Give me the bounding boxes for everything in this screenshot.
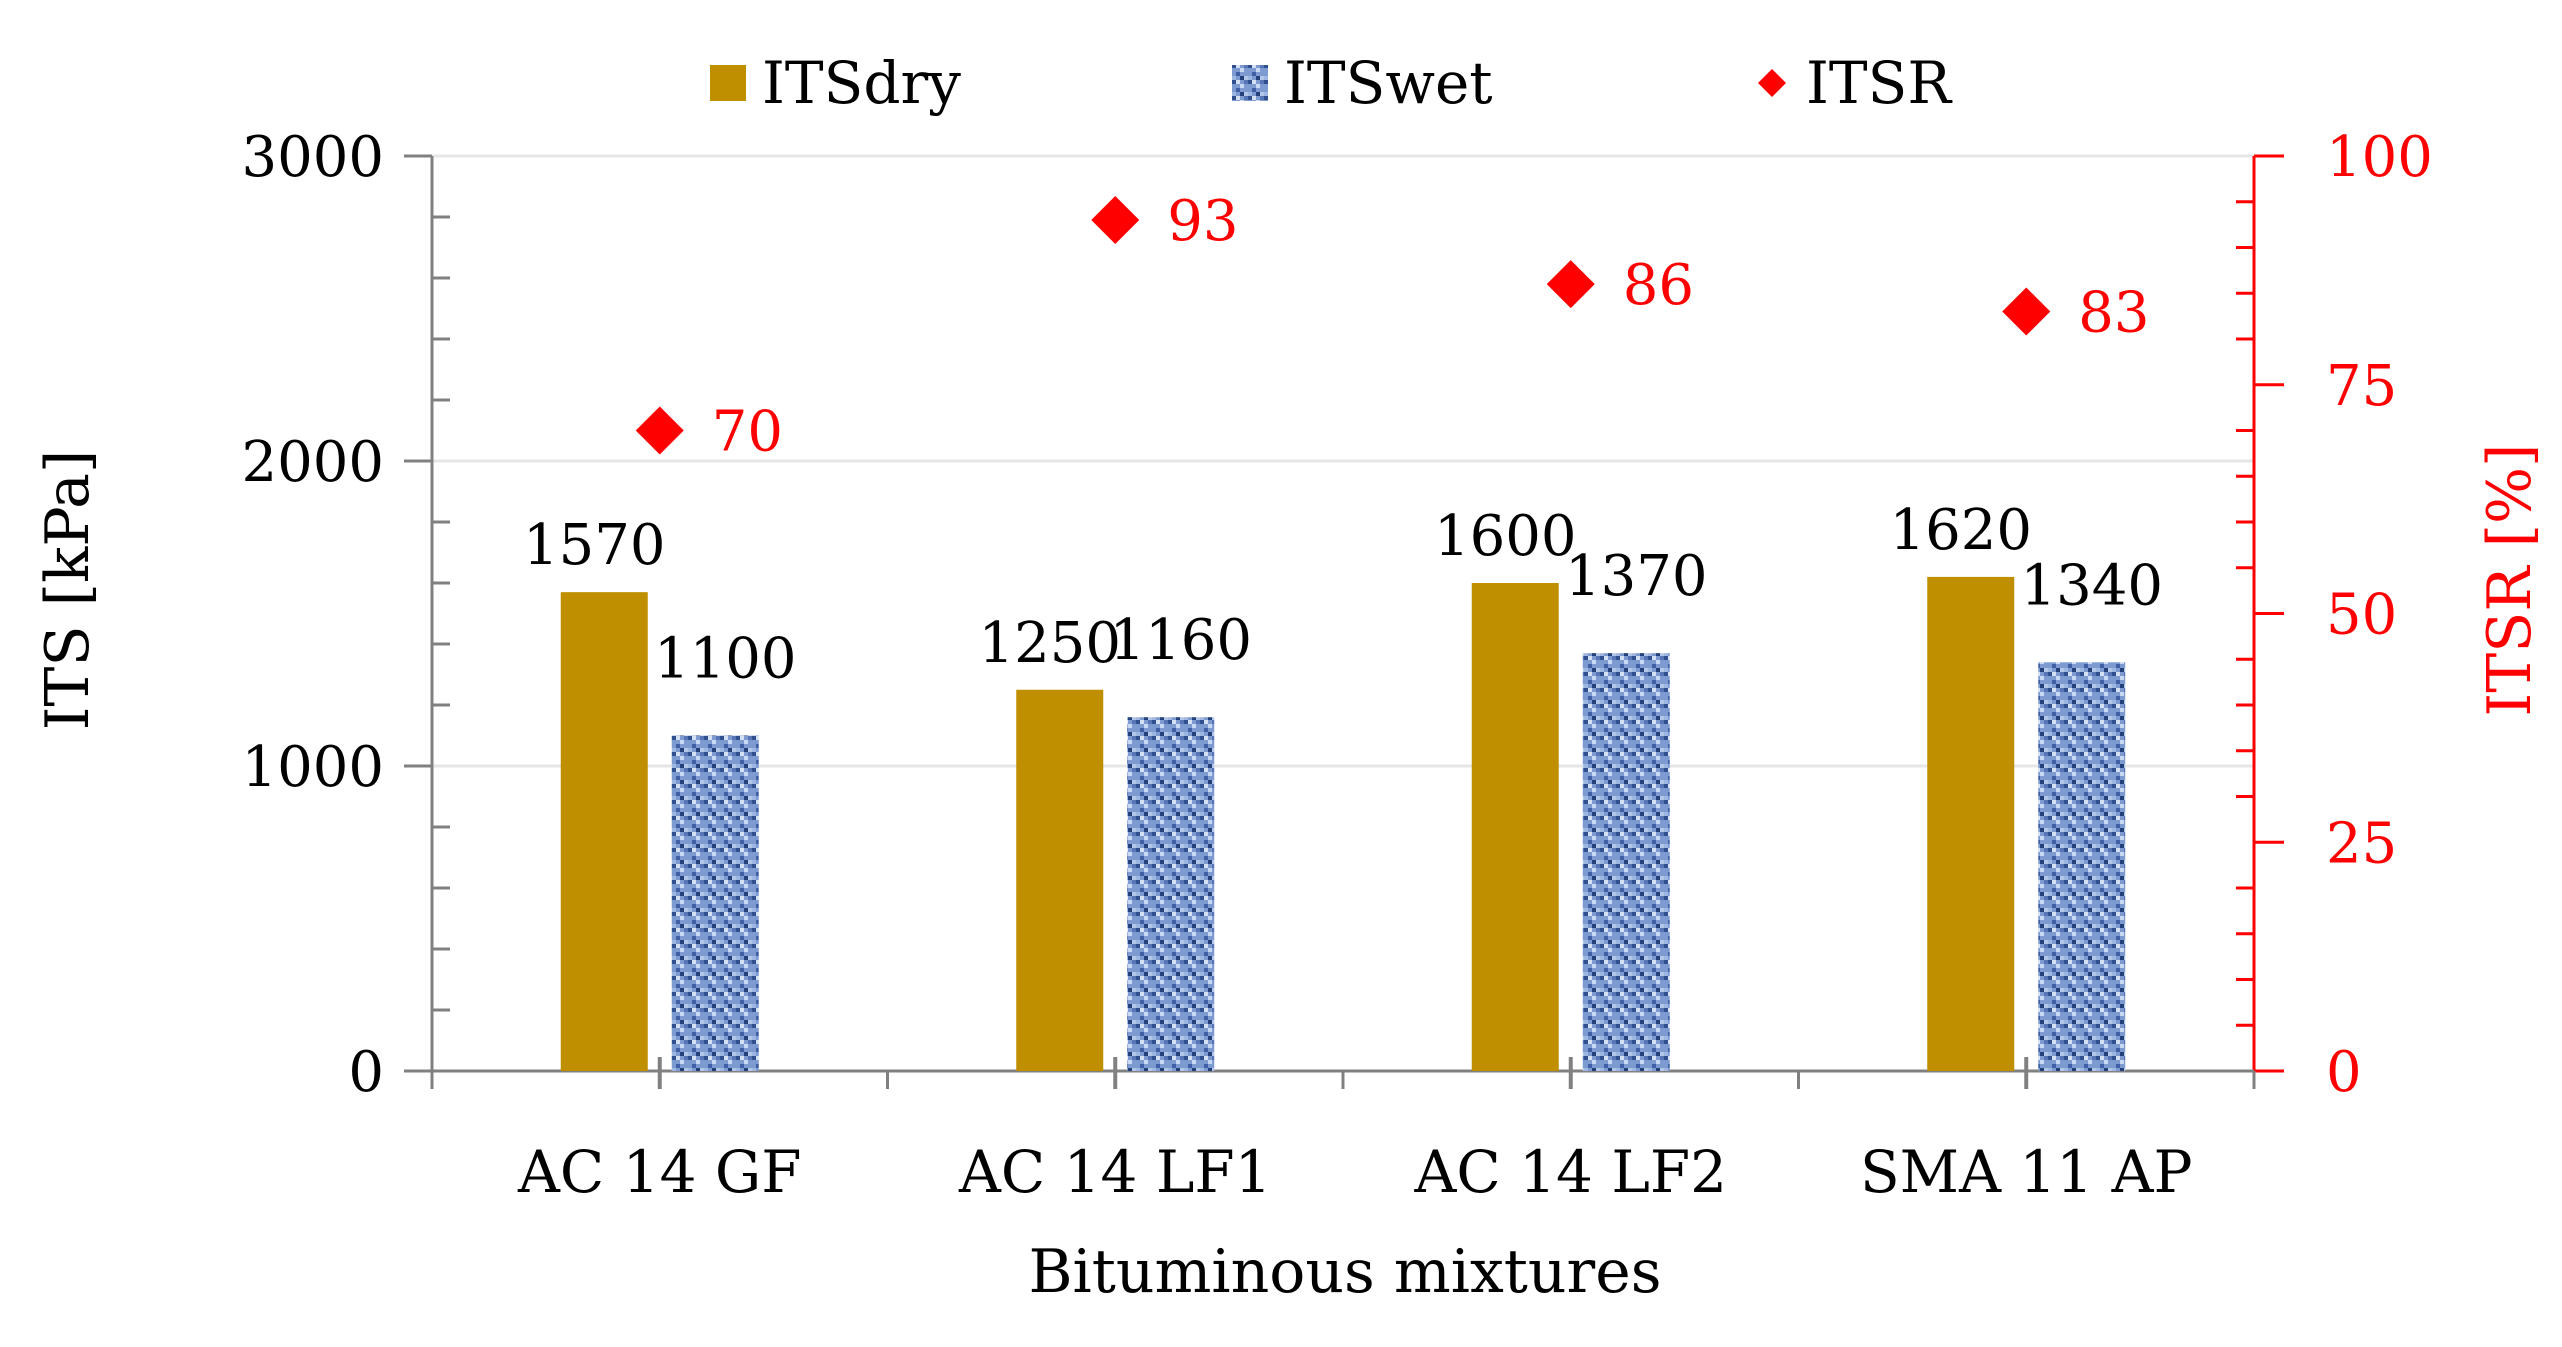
left-axis: 0 1000 2000 3000 bbox=[241, 125, 450, 1105]
bar-itswet bbox=[671, 735, 759, 1071]
right-tick-label: 50 bbox=[2326, 583, 2397, 648]
legend-swatch-itswet bbox=[1232, 65, 1268, 101]
legend-label-itsr: ITSR bbox=[1806, 49, 1953, 117]
right-tick-label: 25 bbox=[2326, 811, 2397, 876]
label-itswet: 1160 bbox=[1109, 608, 1252, 673]
legend-label-itsdry: ITSdry bbox=[762, 49, 961, 117]
marker-itsr bbox=[1546, 260, 1595, 309]
legend-swatch-itsdry bbox=[710, 65, 746, 101]
bar-itswet bbox=[1582, 653, 1670, 1071]
left-tick-label: 3000 bbox=[241, 125, 384, 190]
left-tick-label: 1000 bbox=[241, 735, 384, 800]
x-axis: AC 14 GF AC 14 LF1 AC 14 LF2 SMA 11 AP bbox=[430, 1057, 2256, 1206]
label-itsr: 93 bbox=[1167, 189, 1238, 254]
marker-itsr bbox=[1091, 196, 1140, 245]
label-itsr: 70 bbox=[712, 400, 783, 465]
marker-itsr bbox=[635, 406, 684, 455]
bars bbox=[560, 576, 2126, 1071]
bar-itsdry bbox=[1471, 583, 1559, 1071]
marker-itsr bbox=[2002, 287, 2051, 336]
label-itswet: 1340 bbox=[2020, 553, 2163, 618]
label-itswet: 1100 bbox=[654, 627, 797, 692]
x-tick-label: AC 14 GF bbox=[517, 1138, 802, 1206]
label-itsdry: 1250 bbox=[978, 611, 1121, 676]
x-tick-label: AC 14 LF1 bbox=[958, 1138, 1272, 1206]
bar-itsdry bbox=[560, 592, 648, 1071]
right-tick-label: 100 bbox=[2326, 125, 2433, 190]
right-tick-label: 0 bbox=[2326, 1040, 2362, 1105]
label-itsdry: 1570 bbox=[523, 513, 666, 578]
label-itsr: 86 bbox=[1623, 253, 1694, 318]
label-itsdry: 1620 bbox=[1889, 498, 2032, 563]
left-tick-label: 0 bbox=[348, 1040, 384, 1105]
left-tick-label: 2000 bbox=[241, 430, 384, 495]
bar-itsdry bbox=[1016, 689, 1104, 1071]
x-axis-title: Bituminous mixtures bbox=[1028, 1237, 1661, 1307]
x-tick-label: SMA 11 AP bbox=[1860, 1138, 2193, 1206]
right-axis: 0 25 50 75 100 bbox=[2236, 125, 2433, 1105]
legend-label-itswet: ITSwet bbox=[1284, 49, 1493, 117]
right-tick-label: 75 bbox=[2326, 354, 2397, 419]
y-axis-title: ITS [kPa] bbox=[33, 450, 103, 731]
itsr-markers bbox=[635, 196, 2051, 455]
x-tick-label: AC 14 LF2 bbox=[1413, 1138, 1727, 1206]
label-itsdry: 1600 bbox=[1434, 504, 1577, 569]
legend-marker-itsr bbox=[1758, 69, 1786, 97]
label-itswet: 1370 bbox=[1565, 544, 1708, 609]
bar-itswet bbox=[2038, 662, 2126, 1071]
y2-axis-title: ITSR [%] bbox=[2475, 444, 2545, 717]
bar-itswet bbox=[1127, 717, 1215, 1071]
legend: ITSdry ITSwet ITSR bbox=[710, 49, 1953, 117]
bar-itsdry bbox=[1927, 576, 2015, 1071]
label-itsr: 83 bbox=[2078, 281, 2149, 346]
